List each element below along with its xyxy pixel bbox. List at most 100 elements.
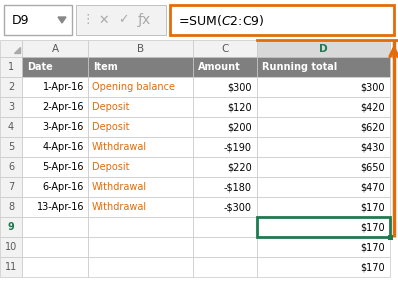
Text: 6-Apr-16: 6-Apr-16 [43,182,84,192]
Text: $170: $170 [360,242,385,252]
Bar [193,177,257,197]
Bar [22,137,88,157]
Bar [257,137,390,157]
Text: $620: $620 [360,122,385,132]
Text: -$190: -$190 [224,142,252,152]
Bar [193,117,257,137]
Text: D9: D9 [12,14,29,26]
Text: $220: $220 [227,162,252,172]
Text: $650: $650 [360,162,385,172]
Text: ✓: ✓ [118,14,129,26]
Bar [257,257,390,277]
Text: 8: 8 [8,202,14,212]
Bar [22,40,88,57]
Bar [88,257,193,277]
Text: Opening balance: Opening balance [92,82,175,92]
Text: 1: 1 [8,62,14,72]
Bar [22,77,88,97]
Text: Amount: Amount [198,62,241,72]
Text: A: A [51,43,59,53]
Text: ✕: ✕ [98,14,109,26]
Text: -$180: -$180 [224,182,252,192]
Text: 9: 9 [8,222,14,232]
Bar [257,117,390,137]
Bar [257,40,390,57]
Text: Running total: Running total [262,62,337,72]
Text: $430: $430 [361,142,385,152]
Bar [88,97,193,117]
Bar [88,157,193,177]
Text: ƒx: ƒx [138,13,151,27]
Bar [0,177,22,197]
Bar [193,40,257,57]
Text: Withdrawal: Withdrawal [92,142,147,152]
Bar [0,137,22,157]
Bar [193,217,257,237]
Bar [22,197,88,217]
Bar [4,5,72,35]
Bar [257,157,390,177]
Bar [193,77,257,97]
Bar [22,157,88,177]
Bar [88,177,193,197]
Bar [257,217,390,237]
Text: 10: 10 [5,242,17,252]
Text: $420: $420 [360,102,385,112]
Text: ⋮: ⋮ [81,14,94,26]
Bar [0,257,22,277]
Bar [22,117,88,137]
Bar [0,217,22,237]
Bar [0,0,398,40]
Bar [88,197,193,217]
Text: Date: Date [27,62,53,72]
Bar [257,237,390,257]
Text: Withdrawal: Withdrawal [92,202,147,212]
Text: 13-Apr-16: 13-Apr-16 [37,202,84,212]
Text: Deposit: Deposit [92,122,129,132]
Bar [88,40,193,57]
Bar [0,57,22,77]
Bar [257,217,390,237]
Text: 5: 5 [8,142,14,152]
Text: $200: $200 [227,122,252,132]
Bar [193,137,257,157]
Bar [0,197,22,217]
Text: =SUM($C$2:C9): =SUM($C$2:C9) [178,12,265,28]
Text: 2: 2 [8,82,14,92]
Text: -$300: -$300 [224,202,252,212]
Bar [257,177,390,197]
Text: Deposit: Deposit [92,102,129,112]
Text: 2-Apr-16: 2-Apr-16 [43,102,84,112]
Bar [257,197,390,217]
Bar [76,5,166,35]
Bar [388,235,392,239]
Polygon shape [58,17,66,23]
Bar [0,237,22,257]
Bar [257,57,390,77]
Text: 4: 4 [8,122,14,132]
Bar [0,117,22,137]
Text: 11: 11 [5,262,17,272]
Bar [88,237,193,257]
Bar [88,137,193,157]
Text: $170: $170 [360,222,385,232]
Bar [257,77,390,97]
Text: C: C [221,43,229,53]
Text: $170: $170 [360,202,385,212]
Text: 6: 6 [8,162,14,172]
Polygon shape [14,47,20,53]
Bar [88,77,193,97]
Bar [22,177,88,197]
Bar [22,237,88,257]
Bar [193,237,257,257]
Text: 4-Apr-16: 4-Apr-16 [43,142,84,152]
Text: 3: 3 [8,102,14,112]
Text: $170: $170 [360,262,385,272]
Bar [170,5,394,35]
Bar [88,217,193,237]
Bar [193,257,257,277]
Text: 1-Apr-16: 1-Apr-16 [43,82,84,92]
Text: D: D [319,43,328,53]
Bar [0,40,22,57]
Text: Item: Item [93,62,118,72]
